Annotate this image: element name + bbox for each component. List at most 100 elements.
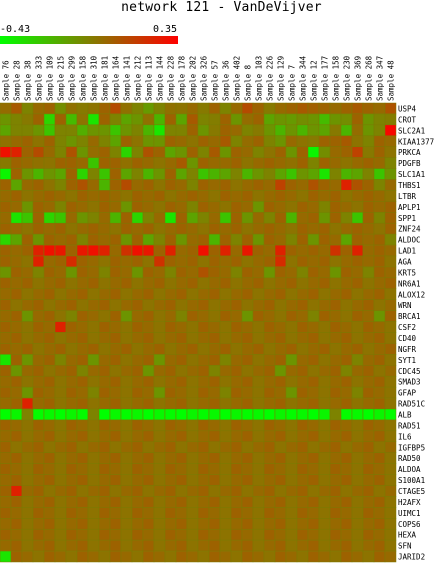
heatmap-cell <box>197 146 210 158</box>
heatmap-cell <box>329 135 342 147</box>
column-label: Sample 57 <box>211 60 220 101</box>
heatmap-cell <box>274 419 287 432</box>
heatmap-cell <box>175 277 188 290</box>
heatmap-cell <box>263 233 276 246</box>
heatmap-cell <box>164 310 177 322</box>
column-label: Sample 178 <box>178 55 187 101</box>
heatmap-cell <box>329 222 342 235</box>
heatmap-cell <box>351 201 364 213</box>
heatmap-cell <box>175 233 188 246</box>
heatmap-cell <box>241 277 254 290</box>
heatmap-cell <box>131 496 144 508</box>
heatmap-cell <box>153 419 166 432</box>
heatmap-cell <box>54 124 67 137</box>
heatmap-cell <box>318 354 331 366</box>
heatmap-cell <box>384 550 397 563</box>
heatmap-cell <box>120 343 133 355</box>
heatmap-cell <box>373 408 386 421</box>
heatmap-cell <box>0 190 12 202</box>
heatmap-cell <box>65 375 78 388</box>
heatmap-cell <box>230 354 243 366</box>
heatmap-cell <box>87 332 100 344</box>
heatmap-cell <box>351 496 364 508</box>
heatmap-cell <box>120 255 133 268</box>
heatmap-cell <box>362 474 375 486</box>
heatmap-cell <box>109 408 122 421</box>
heatmap-cell <box>175 321 188 333</box>
heatmap-cell <box>43 386 56 399</box>
heatmap-cell <box>120 222 133 235</box>
heatmap-cell <box>263 485 276 497</box>
heatmap-cell <box>131 452 144 464</box>
column-label: Sample 369 <box>354 56 363 101</box>
heatmap-cell <box>142 550 155 563</box>
heatmap-cell <box>230 255 243 268</box>
heatmap-cell <box>318 277 331 290</box>
heatmap-cell <box>153 375 166 388</box>
heatmap-cell <box>164 299 177 311</box>
heatmap-cell <box>263 419 276 432</box>
heatmap-cell <box>373 397 386 410</box>
heatmap-cell <box>351 550 364 563</box>
heatmap-cell <box>373 277 386 290</box>
heatmap-cell <box>153 496 166 508</box>
heatmap-cell <box>252 452 265 464</box>
row-label: KRT5 <box>398 268 416 277</box>
heatmap-cell <box>307 343 320 355</box>
heatmap-cell <box>142 255 155 268</box>
heatmap-cell <box>296 452 309 464</box>
heatmap-cell <box>373 168 386 180</box>
heatmap-cell <box>384 386 397 399</box>
heatmap-cell <box>164 474 177 486</box>
heatmap-cell <box>230 463 243 475</box>
heatmap-cell <box>21 266 34 279</box>
heatmap-cell <box>329 212 342 224</box>
heatmap-cell <box>32 299 45 311</box>
heatmap-cell <box>318 288 331 300</box>
heatmap-cell <box>340 507 353 519</box>
heatmap-cell <box>263 124 276 137</box>
heatmap-cell <box>43 474 56 486</box>
heatmap-cell <box>153 397 166 410</box>
heatmap-cell <box>98 408 111 421</box>
heatmap-cell <box>0 233 12 246</box>
heatmap-cell <box>208 168 221 180</box>
heatmap-cell <box>384 244 397 257</box>
heatmap-cell <box>351 518 364 530</box>
heatmap-cell <box>32 146 45 158</box>
heatmap-cell <box>252 463 265 475</box>
heatmap-cell <box>32 332 45 344</box>
heatmap-cell <box>230 474 243 486</box>
heatmap-cell <box>252 441 265 453</box>
heatmap-cell <box>362 452 375 464</box>
heatmap-cell <box>109 135 122 147</box>
heatmap-cell <box>318 212 331 224</box>
row-label: SLC2A1 <box>398 126 425 135</box>
heatmap-cell <box>0 419 12 432</box>
heatmap-cell <box>241 474 254 486</box>
heatmap-cell <box>10 365 23 377</box>
heatmap-cell <box>109 288 122 300</box>
heatmap-cell <box>384 212 397 224</box>
heatmap-cell <box>307 332 320 344</box>
heatmap-cell <box>186 550 199 563</box>
heatmap-cell <box>142 299 155 311</box>
row-label: RAD51 <box>398 421 421 430</box>
heatmap-cell <box>87 528 100 541</box>
heatmap-cell <box>87 386 100 399</box>
column-label: Sample 344 <box>299 55 308 101</box>
heatmap-cell <box>131 288 144 300</box>
heatmap-cell <box>109 321 122 333</box>
heatmap-cell <box>230 397 243 410</box>
row-label: PRKCA <box>398 148 421 157</box>
heatmap-cell <box>230 222 243 235</box>
heatmap-cell <box>384 266 397 279</box>
heatmap-cell <box>164 441 177 453</box>
heatmap-cell <box>373 222 386 235</box>
heatmap-cell <box>164 539 177 552</box>
heatmap-cell <box>384 288 397 300</box>
heatmap-cell <box>76 452 89 464</box>
heatmap-cell <box>109 397 122 410</box>
heatmap-cell <box>230 332 243 344</box>
row-labels: USP4CROTSLC2A1KIAA1377PRKCAPDGFBSLC1A1TH… <box>398 104 434 561</box>
